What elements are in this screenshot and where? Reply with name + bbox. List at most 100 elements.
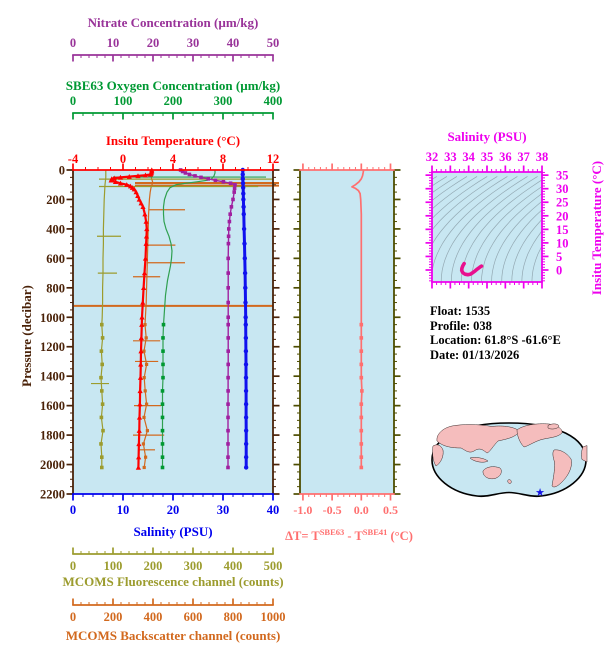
svg-text:600: 600 bbox=[46, 252, 65, 266]
svg-text:400: 400 bbox=[264, 94, 283, 108]
svg-text:36: 36 bbox=[499, 150, 512, 164]
svg-text:4: 4 bbox=[170, 152, 177, 166]
map-australia bbox=[482, 466, 502, 480]
float-location-marker: ★ bbox=[535, 487, 545, 499]
backscatter-axis-title: MCOMS Backscatter channel (counts) bbox=[65, 628, 281, 643]
date-value: 01/13/2026 bbox=[462, 347, 520, 362]
svg-text:20: 20 bbox=[167, 503, 180, 517]
svg-text:2000: 2000 bbox=[40, 458, 65, 472]
svg-text:40: 40 bbox=[267, 503, 280, 517]
map-indonesia bbox=[469, 457, 489, 463]
map-south-america bbox=[551, 449, 572, 488]
svg-text:800: 800 bbox=[224, 610, 243, 624]
svg-text:0.5: 0.5 bbox=[383, 503, 398, 517]
svg-text:300: 300 bbox=[214, 94, 233, 108]
svg-text:500: 500 bbox=[264, 559, 283, 573]
map-new-zealand bbox=[507, 479, 512, 484]
svg-text:800: 800 bbox=[46, 281, 65, 295]
svg-text:0: 0 bbox=[70, 610, 76, 624]
float-label: Float: bbox=[430, 304, 462, 318]
delta-t-title-mid: - T bbox=[344, 529, 363, 544]
map-africa-west-edge bbox=[432, 444, 444, 467]
svg-text:32: 32 bbox=[426, 150, 439, 164]
svg-text:10: 10 bbox=[117, 503, 130, 517]
svg-text:12: 12 bbox=[267, 152, 280, 166]
profile-value: 038 bbox=[473, 318, 492, 333]
svg-text:1000: 1000 bbox=[261, 610, 286, 624]
svg-text:37: 37 bbox=[517, 150, 530, 164]
temperature-axis-title: Insitu Temperature (°C) bbox=[105, 133, 241, 148]
svg-text:400: 400 bbox=[46, 222, 65, 236]
salinity-axis-title: Salinity (PSU) bbox=[133, 524, 213, 539]
map-africa-east-edge bbox=[581, 445, 588, 463]
delta-t-plot: -1.0 -0.5 0.0 0.5 bbox=[293, 163, 401, 517]
svg-text:20: 20 bbox=[556, 209, 569, 223]
svg-text:300: 300 bbox=[184, 559, 203, 573]
date-line: Date: 01/13/2026 bbox=[430, 348, 561, 363]
delta-t-title-post: (°C) bbox=[387, 529, 413, 544]
svg-text:1600: 1600 bbox=[40, 399, 65, 413]
svg-text:5: 5 bbox=[556, 250, 562, 264]
delta-t-title-sup2: SBE41 bbox=[362, 527, 388, 537]
svg-text:0.0: 0.0 bbox=[354, 503, 369, 517]
svg-text:33: 33 bbox=[444, 150, 457, 164]
profile-line: Profile: 038 bbox=[430, 319, 561, 334]
svg-text:1000: 1000 bbox=[40, 311, 65, 325]
map-continents bbox=[432, 423, 588, 488]
svg-text:100: 100 bbox=[114, 94, 133, 108]
location-line: Location: 61.8°S -61.6°E bbox=[430, 333, 561, 348]
svg-text:0: 0 bbox=[120, 152, 126, 166]
svg-text:0: 0 bbox=[70, 94, 76, 108]
svg-text:0: 0 bbox=[556, 263, 562, 277]
series-salinity-psu- bbox=[240, 167, 249, 470]
series-mcoms-backscatter-channel-counts- bbox=[74, 170, 279, 470]
map-north-america bbox=[516, 423, 563, 448]
svg-text:400: 400 bbox=[224, 559, 243, 573]
svg-text:600: 600 bbox=[184, 610, 203, 624]
svg-text:200: 200 bbox=[164, 94, 183, 108]
svg-text:15: 15 bbox=[556, 223, 569, 237]
svg-text:30: 30 bbox=[217, 503, 230, 517]
float-info-panel: Float: 1535 Profile: 038 Location: 61.8°… bbox=[430, 304, 561, 362]
map-eurasia bbox=[436, 424, 520, 454]
svg-text:35: 35 bbox=[481, 150, 494, 164]
svg-text:1800: 1800 bbox=[40, 429, 65, 443]
svg-text:0: 0 bbox=[70, 559, 76, 573]
svg-text:200: 200 bbox=[104, 610, 123, 624]
profile-label: Profile: bbox=[430, 318, 471, 333]
location-value: 61.8°S -61.6°E bbox=[484, 333, 561, 348]
svg-text:2200: 2200 bbox=[40, 488, 65, 502]
map-greenland bbox=[547, 423, 560, 430]
svg-text:35: 35 bbox=[556, 169, 569, 183]
svg-text:400: 400 bbox=[144, 610, 163, 624]
svg-text:30: 30 bbox=[187, 36, 200, 50]
svg-text:-4: -4 bbox=[68, 152, 79, 166]
fluorescence-axis-title: MCOMS Fluorescence channel (counts) bbox=[62, 574, 284, 589]
svg-text:1200: 1200 bbox=[40, 340, 65, 354]
main-plot-axes: 0200400600800100012001400160018002000220… bbox=[40, 152, 280, 517]
delta-t-title-pre: ΔT= T bbox=[285, 529, 320, 544]
ts-salinity-axis-title: Salinity (PSU) bbox=[447, 129, 527, 144]
svg-text:100: 100 bbox=[104, 559, 123, 573]
svg-text:-0.5: -0.5 bbox=[323, 503, 342, 517]
oxygen-axis-title: SBE63 Oxygen Concentration (µm/kg) bbox=[65, 78, 281, 93]
location-label: Location: bbox=[430, 333, 482, 348]
svg-text:25: 25 bbox=[556, 196, 569, 210]
svg-text:50: 50 bbox=[267, 36, 280, 50]
svg-text:34: 34 bbox=[462, 150, 475, 164]
svg-text:0: 0 bbox=[70, 503, 76, 517]
svg-text:30: 30 bbox=[556, 182, 569, 196]
svg-text:-1.0: -1.0 bbox=[293, 503, 312, 517]
svg-text:1400: 1400 bbox=[40, 370, 65, 384]
float-id-line: Float: 1535 bbox=[430, 304, 561, 319]
delta-t-title-sup1: SBE63 bbox=[319, 527, 345, 537]
float-value: 1535 bbox=[465, 304, 491, 318]
delta-t-axis-title: ΔT= TSBE63 - TSBE41 (°C) bbox=[285, 527, 413, 544]
svg-text:10: 10 bbox=[107, 36, 120, 50]
svg-text:200: 200 bbox=[46, 193, 65, 207]
series-nitrate-concentration-m-kg- bbox=[178, 168, 237, 470]
svg-text:10: 10 bbox=[556, 236, 569, 250]
